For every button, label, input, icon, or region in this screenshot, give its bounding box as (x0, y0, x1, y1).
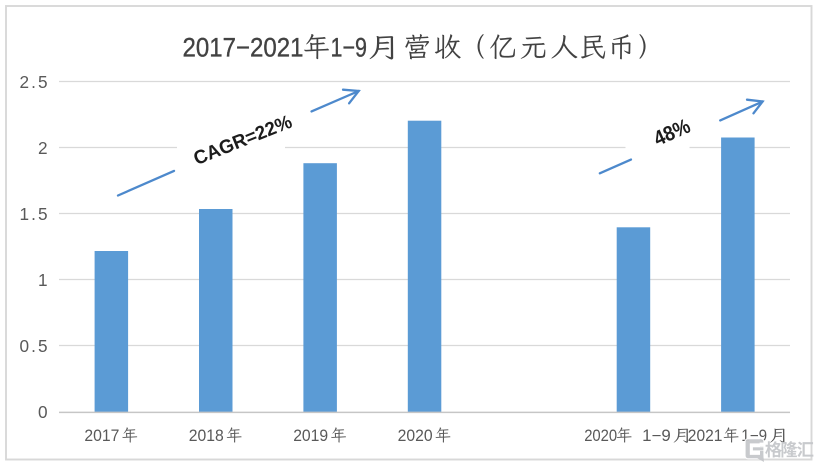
svg-text:1−9: 1−9 (331, 33, 368, 63)
svg-text:2: 2 (38, 138, 48, 158)
svg-text:0.5: 0.5 (20, 336, 48, 356)
svg-text:0: 0 (38, 402, 48, 422)
svg-text:2018: 2018 (189, 427, 224, 445)
svg-text:2017: 2017 (84, 427, 119, 445)
svg-text:2021: 2021 (688, 427, 723, 445)
svg-text:2020: 2020 (398, 427, 433, 445)
svg-text:1.5: 1.5 (20, 204, 48, 224)
svg-text:1: 1 (38, 270, 48, 290)
svg-text:2017−2021: 2017−2021 (183, 33, 304, 63)
svg-text:2.5: 2.5 (20, 72, 48, 92)
svg-text:2020: 2020 (584, 427, 617, 445)
svg-text:2019: 2019 (293, 427, 328, 445)
svg-text:1−9: 1−9 (642, 427, 671, 445)
